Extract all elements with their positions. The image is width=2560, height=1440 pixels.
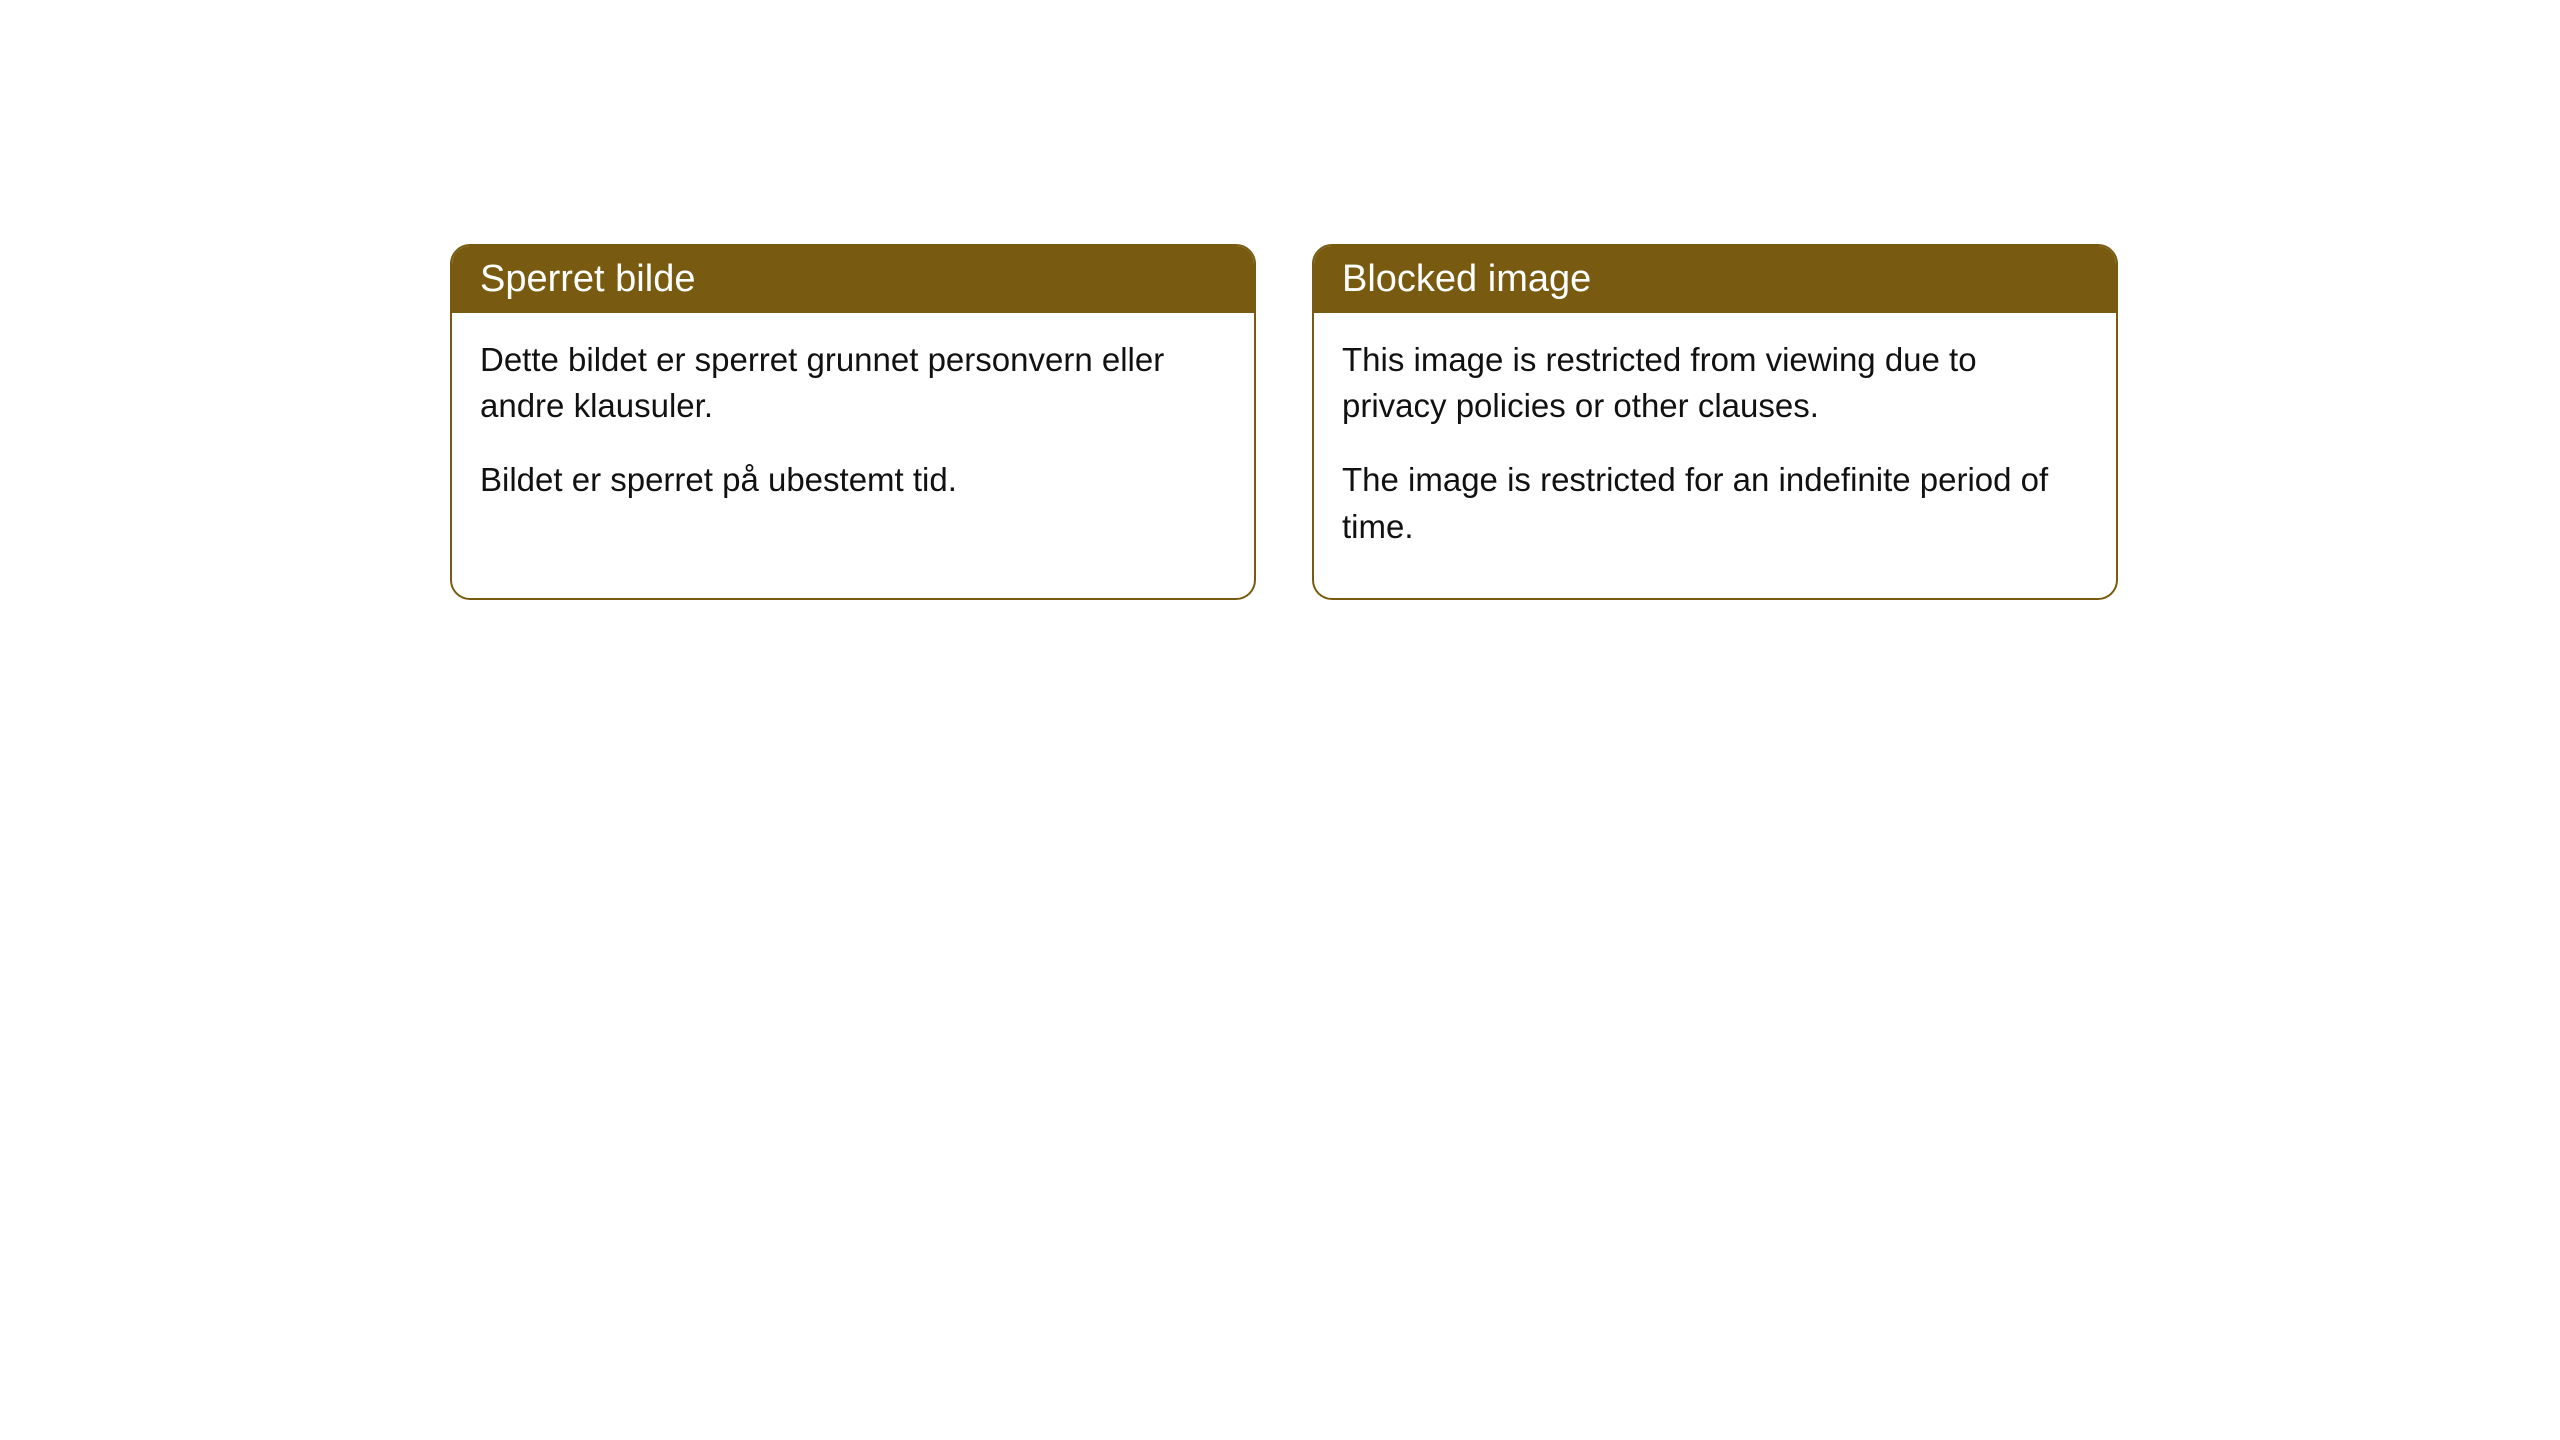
card-paragraph: The image is restricted for an indefinit… <box>1342 457 2088 549</box>
card-title: Sperret bilde <box>480 258 695 300</box>
card-paragraph: This image is restricted from viewing du… <box>1342 337 2088 429</box>
card-paragraph: Bildet er sperret på ubestemt tid. <box>480 457 1226 503</box>
card-title: Blocked image <box>1342 258 1591 300</box>
card-body: Dette bildet er sperret grunnet personve… <box>452 313 1254 552</box>
card-paragraph: Dette bildet er sperret grunnet personve… <box>480 337 1226 429</box>
card-header: Sperret bilde <box>452 246 1254 313</box>
notice-card-english: Blocked image This image is restricted f… <box>1312 244 2118 600</box>
notice-cards-container: Sperret bilde Dette bildet er sperret gr… <box>450 244 2118 600</box>
card-body: This image is restricted from viewing du… <box>1314 313 2116 598</box>
card-header: Blocked image <box>1314 246 2116 313</box>
notice-card-norwegian: Sperret bilde Dette bildet er sperret gr… <box>450 244 1256 600</box>
